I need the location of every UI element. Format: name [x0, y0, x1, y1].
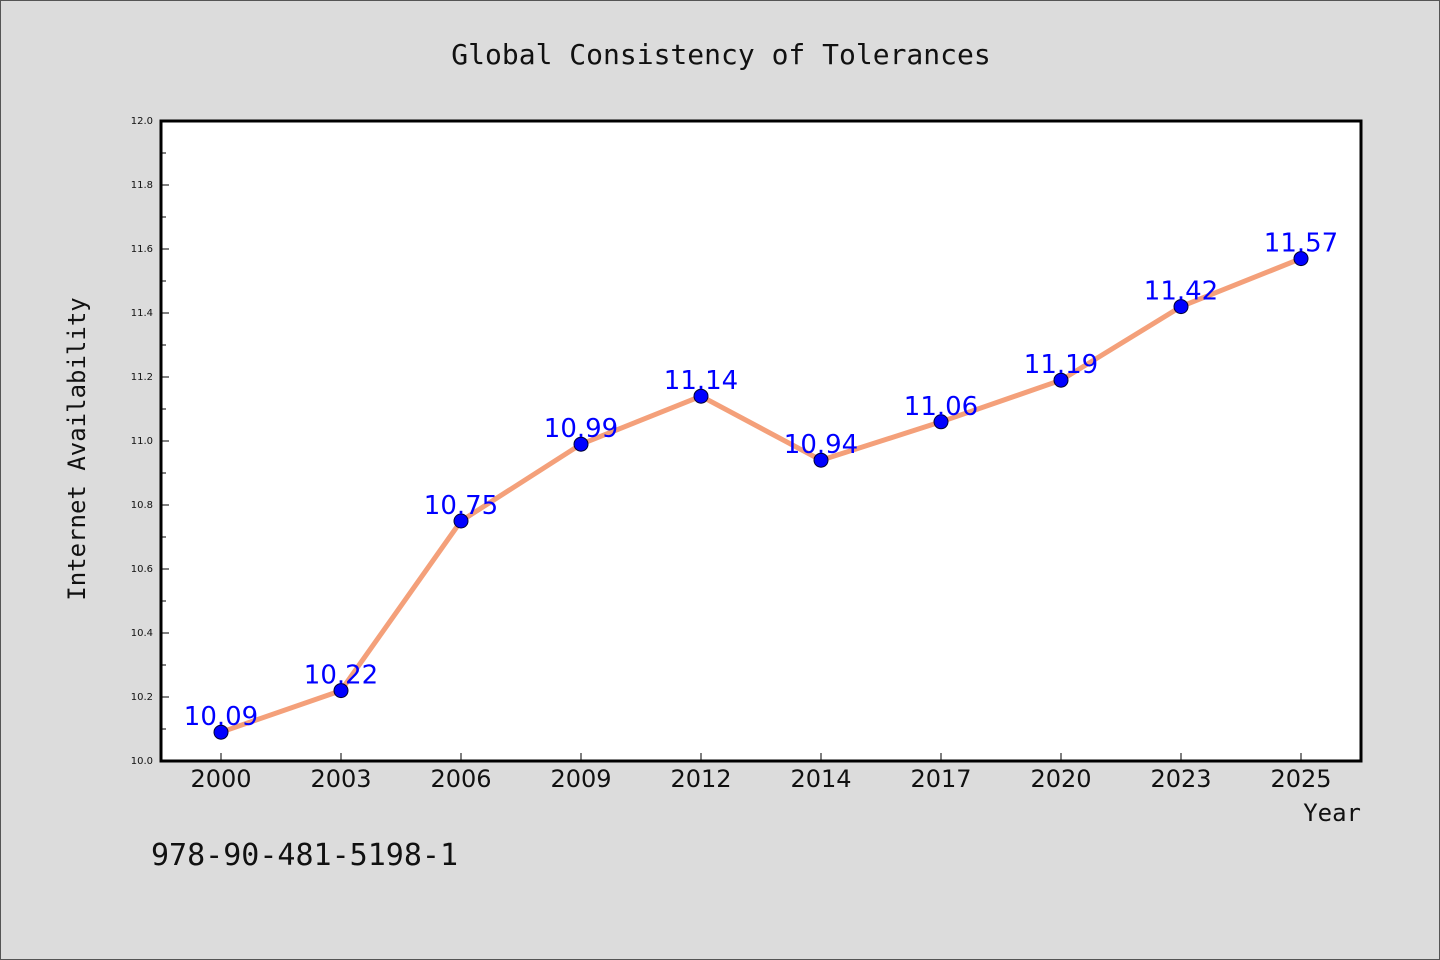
data-point: [453, 513, 469, 529]
plot-area: [159, 119, 1363, 763]
data-point: [813, 452, 829, 468]
y-tick-label: 11.4: [131, 308, 153, 319]
data-label: 11.06: [904, 392, 978, 422]
y-tick-label: 10.8: [131, 500, 153, 511]
footer-code: 978-90-481-5198-1: [151, 838, 458, 873]
y-tick-label: 11.6: [131, 244, 153, 255]
y-tick-label: 10.2: [131, 692, 153, 703]
y-axis-label: Internet Availability: [63, 297, 91, 600]
x-tick-label: 2025: [1270, 765, 1331, 793]
data-point: [333, 683, 349, 699]
x-tick-label: 2012: [670, 765, 731, 793]
data-point: [1293, 251, 1309, 267]
data-point: [1173, 299, 1189, 315]
y-tick-label: 10.6: [131, 564, 153, 575]
x-tick-label: 2000: [190, 765, 251, 793]
y-tick-label: 11.2: [131, 372, 153, 383]
data-label: 11.19: [1024, 350, 1098, 380]
data-point: [933, 414, 949, 430]
data-label: 11.14: [664, 366, 738, 396]
data-label: 10.09: [184, 702, 258, 732]
x-tick-label: 2023: [1150, 765, 1211, 793]
y-tick-label: 10.4: [131, 628, 153, 639]
data-point: [1053, 372, 1069, 388]
x-axis-label: Year: [1303, 799, 1361, 827]
data-label: 10.75: [424, 491, 498, 521]
data-label: 10.99: [544, 414, 618, 444]
series-layer: 10.09 10.22 10.75 10.99 11.14 10.94 11.06 11.19…: [184, 229, 1338, 740]
x-tick-label: 2020: [1030, 765, 1091, 793]
series-line: [218, 256, 1304, 735]
x-tick-label: 2014: [790, 765, 851, 793]
data-point: [573, 436, 589, 452]
data-point: [213, 724, 229, 740]
chart-title: Global Consistency of Tolerances: [451, 38, 990, 71]
x-axis: 2000 2003 2006 2009 2012 2014 2017 2020 2023 2025: [190, 753, 1332, 793]
y-tick-label: 11.0: [131, 436, 153, 447]
data-label: 11.57: [1264, 229, 1338, 259]
x-tick-label: 2006: [430, 765, 491, 793]
x-tick-label: 2017: [910, 765, 971, 793]
x-tick-label: 2003: [310, 765, 371, 793]
data-point: [693, 388, 709, 404]
y-tick-label: 11.8: [131, 180, 153, 191]
data-label: 10.22: [304, 661, 378, 691]
y-tick-label: 10.0: [131, 756, 153, 767]
data-label: 11.42: [1144, 277, 1218, 307]
y-axis: 10.0 10.2 10.4 10.6 10.8 11.0 11.2 11.4 11.6 11.8…: [131, 116, 169, 767]
data-label: 10.94: [784, 430, 858, 460]
y-tick-label: 12.0: [131, 116, 153, 127]
x-tick-label: 2009: [550, 765, 611, 793]
